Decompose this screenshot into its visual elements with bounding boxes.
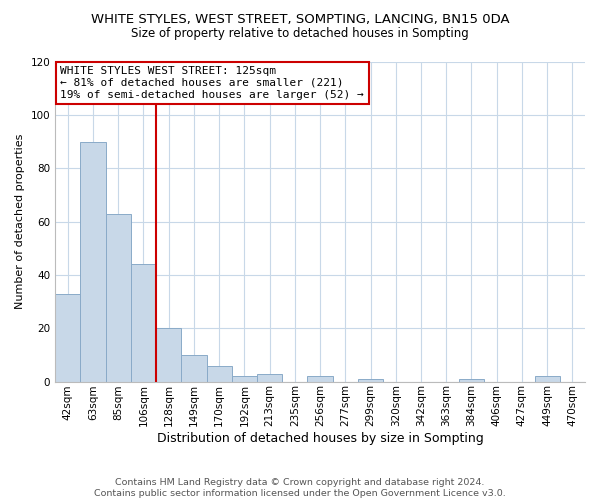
Text: Contains HM Land Registry data © Crown copyright and database right 2024.
Contai: Contains HM Land Registry data © Crown c… (94, 478, 506, 498)
Bar (80, 142, 106, 382)
Bar (156, 328, 181, 382)
Bar (307, 376, 332, 382)
Bar (55, 294, 80, 382)
Text: Size of property relative to detached houses in Sompting: Size of property relative to detached ho… (131, 28, 469, 40)
Y-axis label: Number of detached properties: Number of detached properties (15, 134, 25, 309)
Bar (257, 374, 282, 382)
Bar (232, 376, 257, 382)
X-axis label: Distribution of detached houses by size in Sompting: Distribution of detached houses by size … (157, 432, 484, 445)
Text: WHITE STYLES, WEST STREET, SOMPTING, LANCING, BN15 0DA: WHITE STYLES, WEST STREET, SOMPTING, LAN… (91, 12, 509, 26)
Bar (131, 264, 156, 382)
Bar (206, 366, 232, 382)
Bar (358, 379, 383, 382)
Bar (106, 214, 131, 382)
Bar (459, 379, 484, 382)
Bar (181, 355, 206, 382)
Text: WHITE STYLES WEST STREET: 125sqm
← 81% of detached houses are smaller (221)
19% : WHITE STYLES WEST STREET: 125sqm ← 81% o… (61, 66, 364, 100)
Bar (535, 376, 560, 382)
